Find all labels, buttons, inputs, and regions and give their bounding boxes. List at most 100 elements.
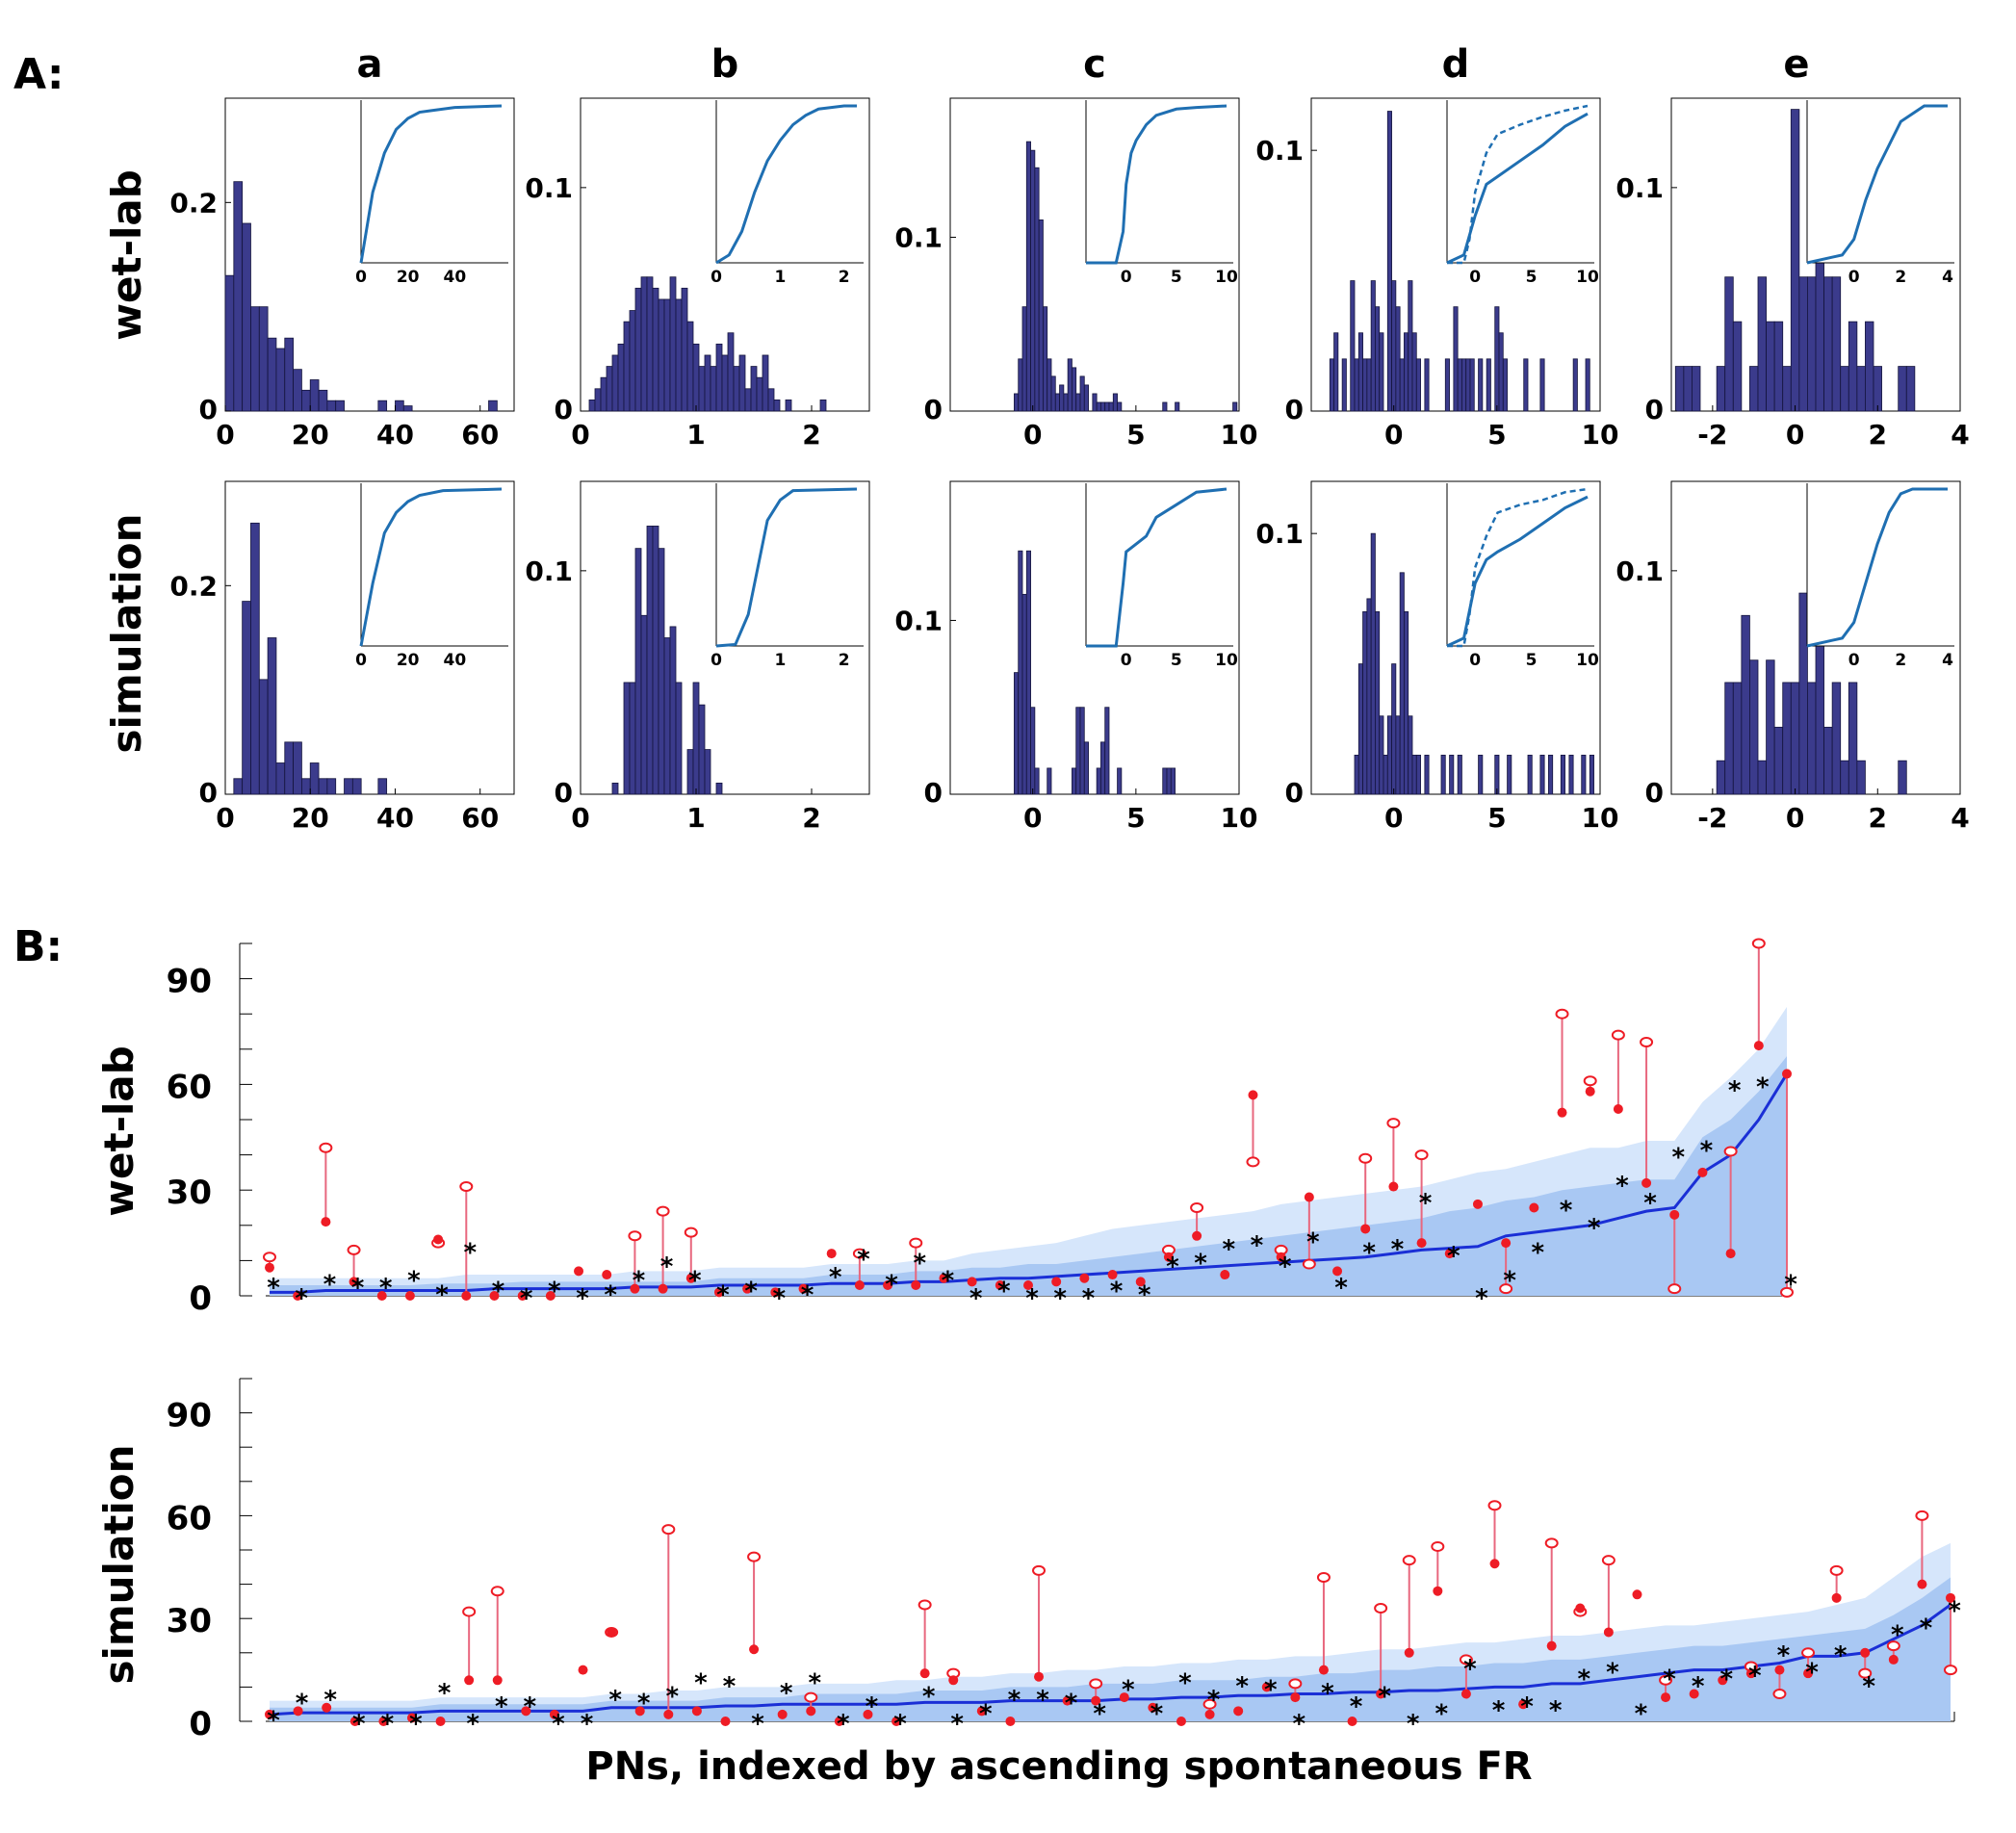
- histogram-bar: [1741, 614, 1750, 795]
- histogram-A-wet-c: c 0 5 10 0 0.1 0 5 10: [894, 42, 1257, 451]
- histogram-bar: [611, 354, 619, 412]
- histogram-bar: [646, 526, 654, 795]
- spont-marker: *: [829, 1263, 842, 1292]
- histogram-bar: [395, 400, 404, 412]
- x-tick-label: 60: [461, 419, 499, 451]
- histogram-bar: [1034, 167, 1040, 412]
- y-tick-label: 60: [167, 1068, 212, 1106]
- spont-marker: *: [295, 1284, 308, 1313]
- histogram-bar: [318, 389, 328, 412]
- histogram-bar: [623, 321, 631, 412]
- evoked-marker: [464, 1675, 475, 1686]
- evoked-marker: [1376, 1689, 1386, 1699]
- evoked-marker: [1946, 1592, 1955, 1603]
- histogram-bar: [1856, 760, 1866, 795]
- histogram-bar: [1404, 332, 1409, 412]
- peak-marker: [1801, 1647, 1816, 1659]
- evoked-marker: [1575, 1603, 1586, 1614]
- inset-x-tick-label: 5: [1526, 651, 1538, 670]
- spont-marker: *: [997, 1278, 1011, 1306]
- column-title-b: b: [711, 42, 739, 87]
- inset-background: [1086, 483, 1233, 646]
- x-tick-label: 2: [1869, 802, 1887, 834]
- y-tick-label: 0.1: [525, 555, 573, 587]
- histogram-bar: [692, 343, 700, 412]
- histogram-bar: [1104, 707, 1110, 795]
- inset-x-tick-label: 2: [839, 651, 850, 670]
- spont-marker: *: [296, 1690, 309, 1718]
- x-tick-label: 0: [216, 802, 234, 834]
- inset-x-tick-label: 10: [1215, 651, 1238, 670]
- spont-marker: *: [323, 1270, 337, 1299]
- x-tick-label: 0: [216, 419, 234, 451]
- histogram-bar: [275, 762, 286, 795]
- histogram-bar: [1856, 366, 1866, 412]
- spont-marker: *: [1122, 1675, 1135, 1704]
- inset-x-tick-label: 5: [1526, 268, 1538, 287]
- histogram-bar: [1465, 358, 1471, 412]
- histogram-bar: [669, 276, 677, 412]
- histogram-bar: [1502, 358, 1508, 412]
- histogram-A-sim-a: 0 20 40 60 0 0.2 0 20 40: [169, 480, 515, 834]
- peak-marker: [490, 1586, 504, 1597]
- histogram-bar: [1873, 366, 1882, 412]
- spont-marker: *: [1834, 1641, 1848, 1670]
- spont-marker: *: [1334, 1274, 1348, 1303]
- histogram-bar: [318, 778, 328, 795]
- peak-marker: [1751, 938, 1766, 949]
- inset-x-tick-label: 0: [1121, 268, 1132, 287]
- evoked-marker: [1888, 1654, 1899, 1665]
- row-label-wetlab-a: wet-lab: [103, 169, 150, 341]
- peak-marker: [462, 1606, 477, 1617]
- histogram-bar: [1560, 754, 1565, 795]
- evoked-marker: [1753, 1041, 1764, 1051]
- inset-cdf-dashed-line: [1447, 104, 1589, 265]
- inset-background: [716, 483, 864, 646]
- inset-cdf-line: [1806, 104, 1948, 265]
- spont-marker: *: [1166, 1252, 1179, 1281]
- evoked-marker: [1261, 1682, 1272, 1692]
- inset-cdf-line: [359, 487, 503, 647]
- y-tick-label: 0.1: [1615, 555, 1664, 587]
- histogram-bar: [1773, 321, 1784, 412]
- spont-marker: *: [1194, 1249, 1207, 1278]
- evoked-marker: [265, 1262, 274, 1273]
- histogram-bar: [1798, 592, 1808, 795]
- band-inner: [270, 1056, 1787, 1296]
- histogram-bar: [351, 778, 362, 795]
- evoked-marker: [1546, 1640, 1557, 1651]
- histogram-bar: [721, 354, 729, 412]
- evoked-marker: [720, 1717, 731, 1726]
- evoked-marker: [376, 1291, 387, 1301]
- x-tick-label: 20: [292, 802, 329, 834]
- spont-marker: *: [1178, 1668, 1192, 1697]
- evoked-marker: [1051, 1277, 1062, 1287]
- evoked-marker: [607, 1627, 617, 1638]
- x-tick-label: 0: [1023, 419, 1042, 451]
- y-tick-label: 0: [1645, 777, 1664, 809]
- spont-marker: *: [913, 1249, 926, 1278]
- evoked-marker: [691, 1706, 702, 1717]
- peak-marker: [1499, 1283, 1513, 1295]
- histogram-bar: [1523, 358, 1529, 412]
- inset-x-tick-label: 2: [1895, 268, 1906, 287]
- evoked-marker: [863, 1709, 873, 1719]
- histogram-bar: [1757, 276, 1767, 412]
- spont-marker: *: [438, 1679, 452, 1708]
- spont-marker: *: [1306, 1227, 1320, 1256]
- peak-marker: [918, 1599, 932, 1611]
- evoked-marker: [1248, 1090, 1258, 1100]
- spont-marker: *: [666, 1683, 680, 1712]
- y-tick-label: 0.1: [894, 221, 943, 253]
- histogram-bar: [326, 778, 337, 795]
- histogram-bar: [242, 222, 251, 412]
- histogram-bar: [250, 522, 260, 795]
- histogram-bar: [267, 637, 277, 795]
- histogram-bar: [1117, 401, 1123, 412]
- spont-marker: *: [1093, 1699, 1106, 1728]
- spont-marker: *: [1560, 1197, 1573, 1226]
- spont-marker: *: [1503, 1267, 1516, 1296]
- histogram-bar: [698, 366, 706, 412]
